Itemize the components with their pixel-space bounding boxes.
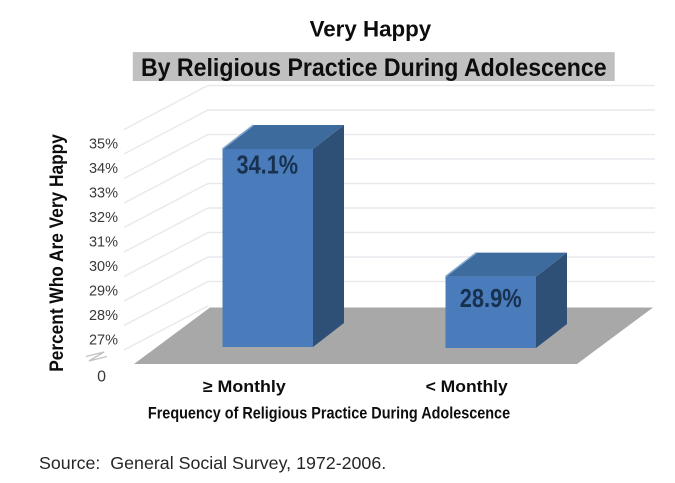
svg-text:Very Happy: Very Happy [310,17,432,42]
svg-text:32%: 32% [89,210,118,226]
svg-text:31%: 31% [89,235,118,251]
svg-text:28%: 28% [89,308,118,324]
svg-text:0: 0 [97,369,106,386]
svg-text:30%: 30% [89,259,118,275]
svg-text:Percent Who Are Very Happy: Percent Who Are Very Happy [46,134,68,372]
svg-text:35%: 35% [89,137,118,153]
svg-text:29%: 29% [89,284,118,300]
svg-text:27%: 27% [89,333,118,349]
svg-text:34%: 34% [89,161,118,177]
svg-text:By Religious Practice During A: By Religious Practice During Adolescence [141,54,607,82]
svg-text:33%: 33% [89,186,118,202]
svg-text:≥ Monthly: ≥ Monthly [203,378,287,396]
svg-text:Frequency of Religious Practic: Frequency of Religious Practice During A… [148,405,510,423]
svg-text:34.1%: 34.1% [237,150,299,180]
svg-text:28.9%: 28.9% [460,283,522,313]
svg-text:Source: General Social Survey: Source: General Social Survey, 1972-2006… [39,453,386,473]
svg-text:< Monthly: < Monthly [426,378,509,396]
